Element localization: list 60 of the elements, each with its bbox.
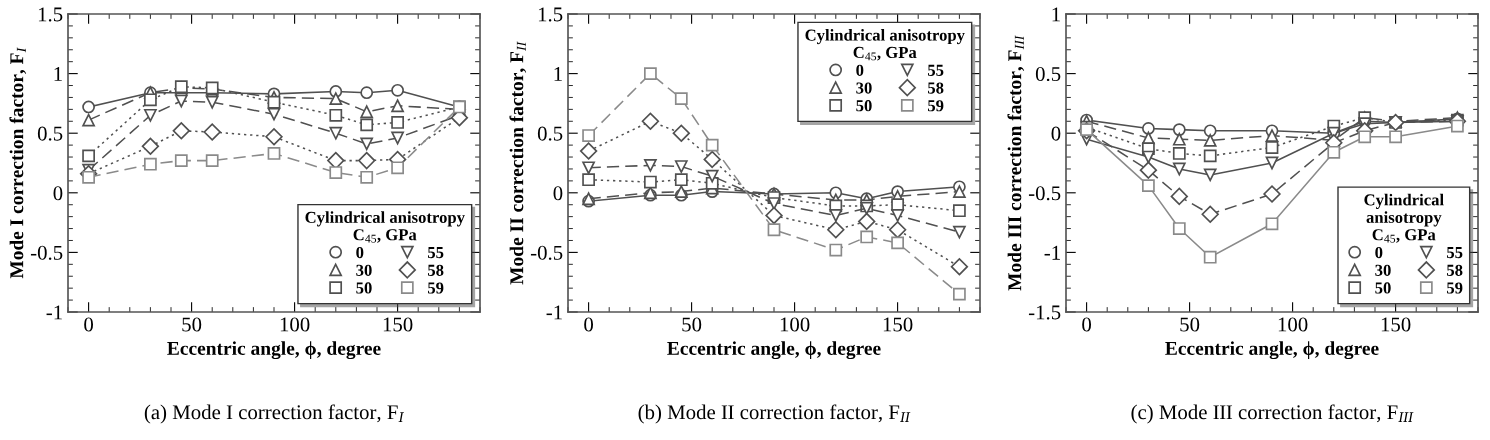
y-tick-label: 1: [54, 67, 62, 81]
legend-label: 50: [356, 282, 372, 294]
legend-label: 59: [1447, 282, 1463, 294]
x-tick-label: 0: [584, 317, 594, 332]
legend-label: 59: [427, 282, 444, 294]
legend-label: 0: [356, 246, 364, 259]
y-tick-label: -1: [546, 305, 562, 320]
legend-label: 58: [1447, 264, 1463, 276]
x-axis-title: Eccentric angle, ϕ, degree: [167, 341, 381, 360]
legend-title: Cylindrical anisotropy C$_{45}$, GPa: [805, 29, 965, 61]
y-tick-label: 0: [553, 186, 563, 201]
y-tick-label: -0.5: [1028, 186, 1061, 201]
legend-label: 50: [856, 100, 872, 112]
x-tick-label: 100: [280, 317, 310, 332]
y-tick-label: -1: [46, 305, 62, 320]
y-tick-label: -1: [1044, 245, 1060, 260]
x-tick-label: 100: [1278, 317, 1308, 332]
text: (b) Mode II correction factor, F$_{II}$: [638, 404, 911, 424]
legend-label: 59: [927, 100, 944, 112]
legend-label: 55: [927, 64, 944, 76]
y-tick-label: 1.5: [538, 7, 563, 22]
y-tick-label: -1.5: [1028, 305, 1061, 320]
legend-label: 55: [1447, 247, 1463, 259]
text: (a) Mode I correction factor, F$_{I}$: [144, 404, 405, 424]
x-tick-label: 50: [182, 317, 202, 332]
legend-label: 0: [856, 64, 864, 76]
y-tick-label: 1: [1052, 7, 1060, 22]
x-tick-label: 0: [84, 317, 94, 332]
y-tick-label: -0.5: [30, 245, 63, 260]
y-tick-label: 0.5: [37, 126, 63, 141]
x-tick-label: 150: [383, 317, 413, 332]
legend-label: 50: [1375, 282, 1391, 294]
y-axis-title: Mode III correction factor, F$_{III}$: [1007, 35, 1025, 291]
legend-label: 30: [356, 264, 372, 276]
x-axis-title: Eccentric angle, ϕ, degree: [1165, 341, 1379, 360]
y-axis-title: Mode I correction factor, F$_{I}$: [9, 47, 27, 279]
x-tick-label: 100: [780, 317, 810, 332]
legend-label: 30: [856, 82, 872, 94]
legend-title: Cylindrical anisotropy C$_{45}$, GPa: [1364, 193, 1444, 243]
legend-label: 58: [927, 82, 944, 94]
x-tick-label: 150: [1381, 317, 1411, 332]
y-tick-label: 0.5: [1035, 66, 1061, 82]
y-axis-title: Mode II correction factor, F$_{II}$: [509, 41, 527, 285]
legend-label: 30: [1375, 264, 1391, 276]
y-tick-label: 1.5: [38, 7, 63, 22]
text: (c) Mode III correction factor, F$_{III}$: [1131, 404, 1414, 424]
y-tick-label: -0.5: [530, 245, 563, 260]
y-tick-label: 1: [554, 67, 562, 81]
x-tick-label: 50: [1180, 317, 1200, 332]
y-tick-label: 0: [53, 186, 63, 201]
y-tick-label: 0: [1051, 126, 1061, 141]
x-axis-title: Eccentric angle, ϕ, degree: [667, 341, 881, 360]
y-tick-label: 0.5: [537, 126, 563, 141]
x-tick-label: 50: [682, 317, 702, 332]
x-tick-label: 150: [883, 317, 913, 332]
legend-label: 55: [427, 247, 444, 259]
legend-label: 0: [1375, 246, 1383, 259]
legend-title: Cylindrical anisotropy C$_{45}$, GPa: [305, 211, 465, 243]
legend-label: 58: [427, 264, 444, 276]
x-tick-label: 0: [1082, 317, 1092, 332]
